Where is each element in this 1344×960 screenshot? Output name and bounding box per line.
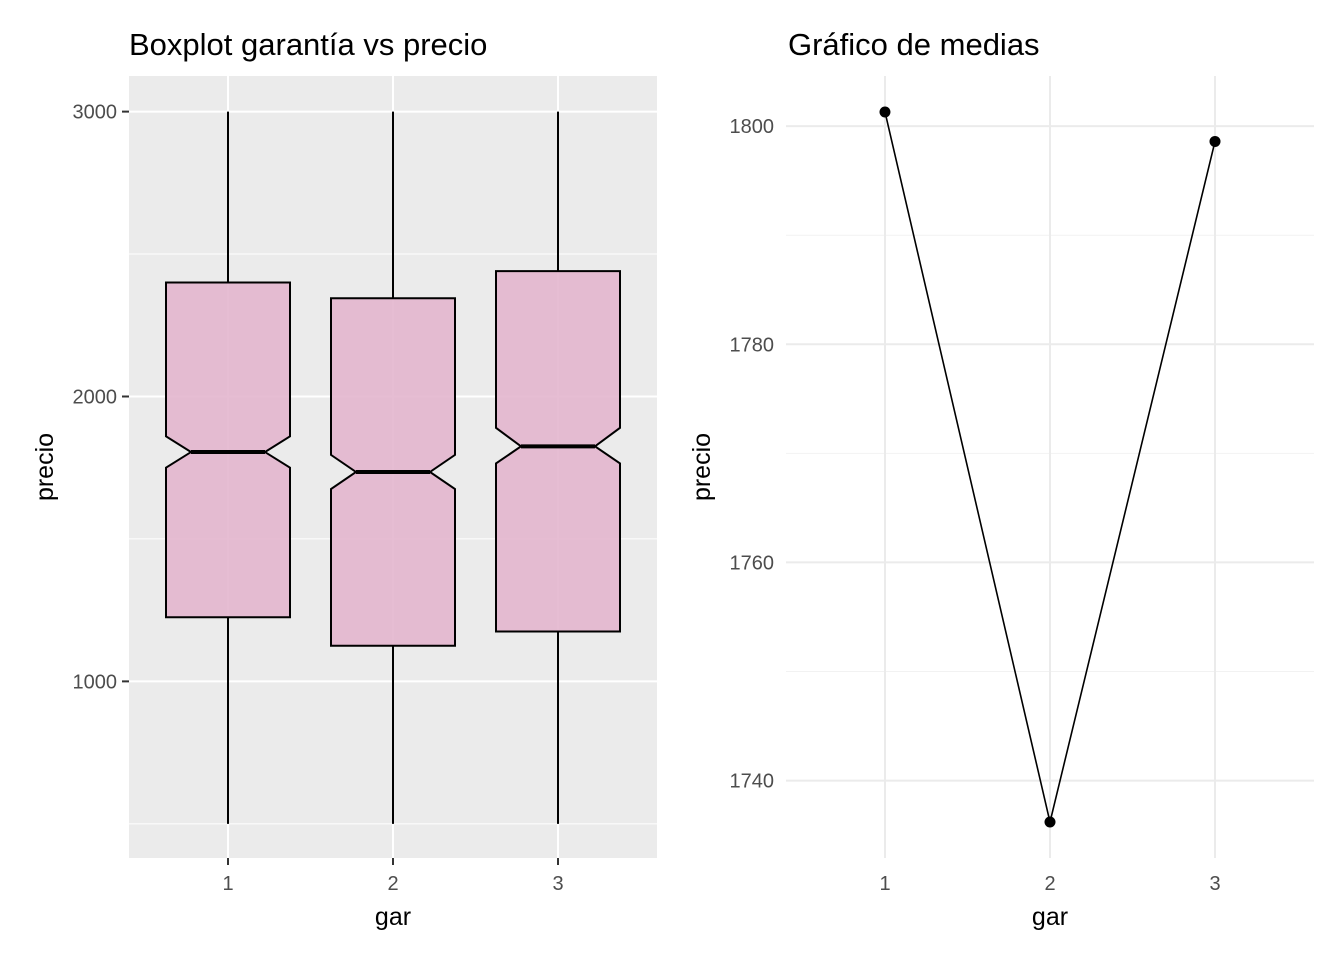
means-y-tick-label: 1760 [730, 552, 775, 574]
boxplot-y-axis-title: precio [31, 433, 59, 501]
boxplot-y-ticks: 1000 2000 3000 [73, 102, 129, 693]
boxplot-x-tick-label: 1 [222, 873, 233, 895]
means-x-tick-label: 3 [1209, 873, 1220, 895]
boxplot-title: Boxplot garantía vs precio [129, 27, 487, 62]
means-title: Gráfico de medias [788, 27, 1040, 62]
means-y-tick-label: 1740 [730, 771, 775, 793]
means-point [1044, 816, 1056, 828]
means-x-tick-label: 2 [1044, 873, 1055, 895]
boxplot-x-ticks: 1 2 3 [222, 858, 564, 895]
means-x-ticks: 1 2 3 [879, 873, 1220, 895]
means-x-axis-title: gar [1032, 903, 1068, 931]
boxplot-boxes [165, 111, 621, 824]
means-chart: 1740 1760 1780 1800 1 2 3 Gráfico de medias g… [688, 27, 1314, 931]
boxplot-y-tick-label: 1000 [73, 671, 118, 693]
boxplot-y-tick-label: 2000 [73, 386, 118, 408]
means-point [1209, 135, 1221, 147]
means-major-gridlines [786, 76, 1314, 858]
boxplot-x-tick-label: 2 [387, 873, 398, 895]
boxplot-box [165, 281, 291, 619]
means-points [879, 106, 1221, 828]
boxplot-y-tick-label: 3000 [73, 102, 118, 124]
means-y-axis-title: precio [688, 433, 716, 501]
boxplot-box [495, 270, 621, 633]
means-y-tick-label: 1800 [730, 116, 775, 138]
means-y-ticks: 1740 1760 1780 1800 [730, 116, 775, 792]
boxplot-x-tick-label: 3 [552, 873, 563, 895]
means-y-tick-label: 1780 [730, 334, 775, 356]
means-point [879, 106, 891, 118]
means-x-tick-label: 1 [879, 873, 890, 895]
boxplot-chart: 1000 2000 3000 1 2 3 Boxplot garantía vs pre… [31, 27, 657, 931]
boxplot-x-axis-title: gar [375, 903, 411, 931]
